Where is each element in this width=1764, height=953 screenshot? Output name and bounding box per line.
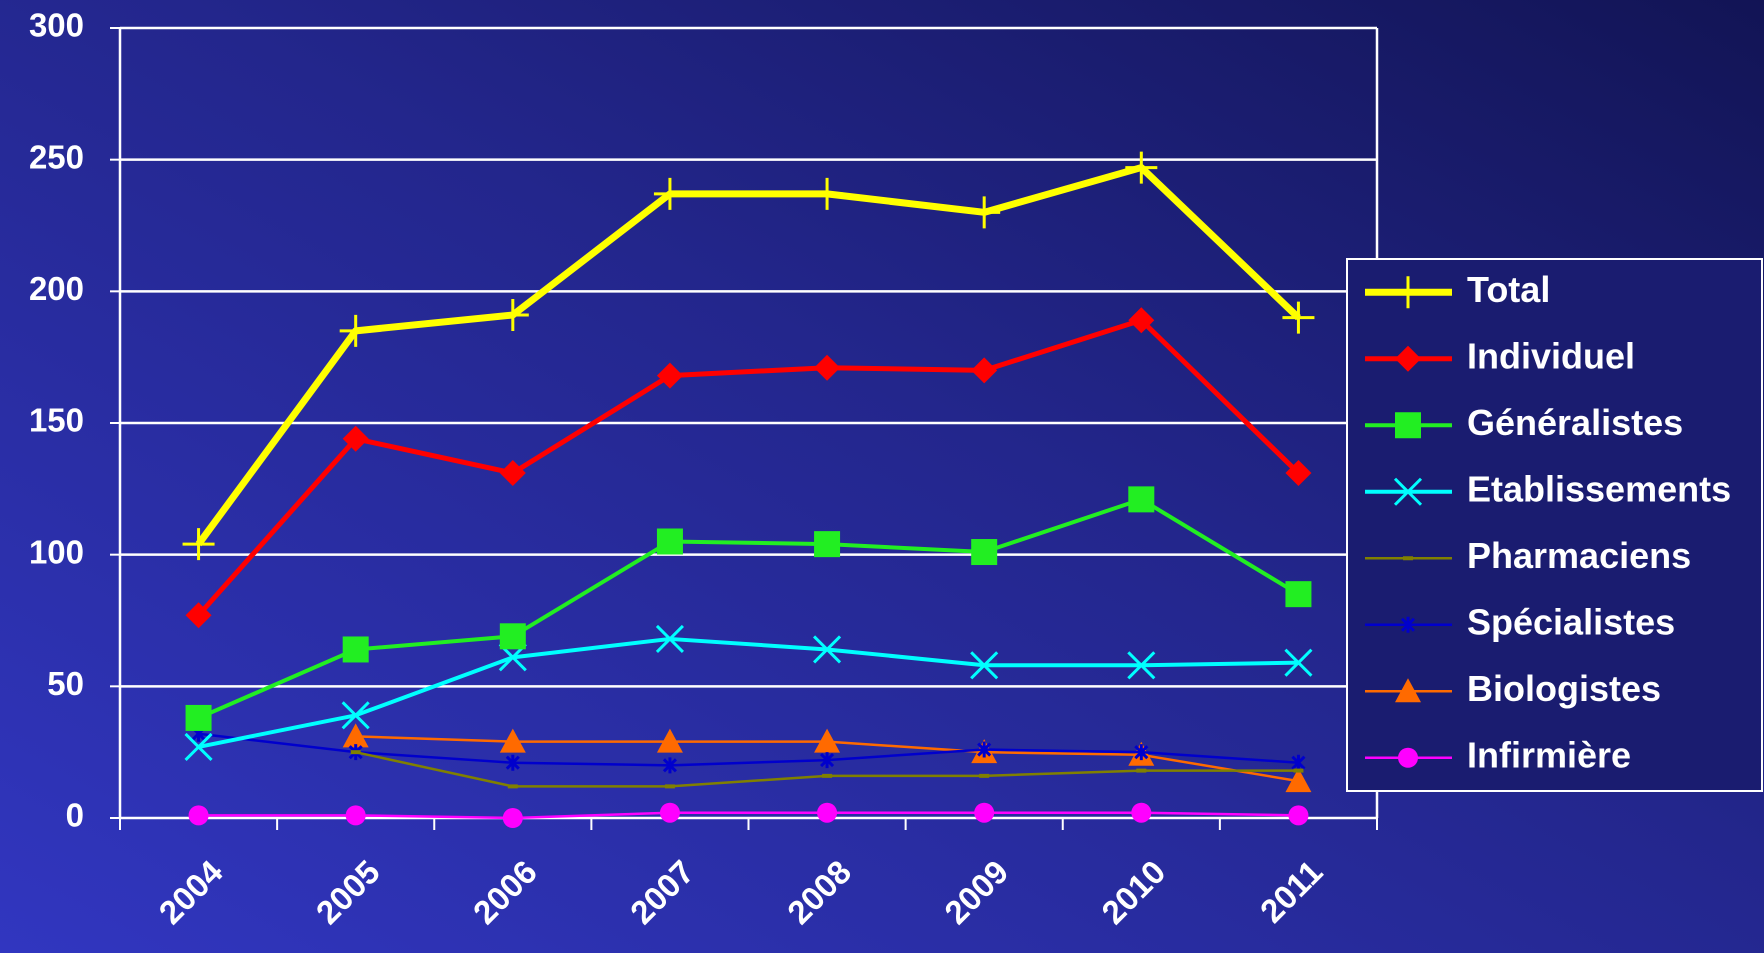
y-tick-label: 50: [47, 665, 84, 702]
legend-label: Biologistes: [1467, 668, 1661, 709]
legend-label: Total: [1467, 269, 1550, 310]
marker: [968, 196, 1001, 229]
marker: [1134, 744, 1149, 761]
marker: [1398, 747, 1418, 768]
marker: [656, 362, 683, 389]
marker: [1125, 151, 1158, 184]
marker: [655, 624, 684, 653]
marker: [813, 635, 842, 664]
marker: [970, 651, 999, 680]
marker: [184, 732, 213, 761]
marker: [1400, 616, 1416, 633]
marker: [974, 802, 995, 823]
marker: [820, 752, 835, 769]
marker: [341, 701, 370, 730]
marker: [1395, 412, 1421, 439]
marker: [342, 425, 369, 452]
marker: [1285, 460, 1312, 487]
y-tick-label: 150: [29, 402, 84, 439]
marker: [1285, 581, 1312, 608]
y-tick-label: 100: [29, 533, 84, 570]
marker: [811, 177, 844, 210]
marker: [342, 723, 369, 748]
series-line: [197, 497, 1300, 720]
marker: [185, 602, 212, 629]
marker: [505, 754, 520, 771]
marker: [1395, 678, 1421, 703]
marker: [342, 636, 369, 663]
y-tick-label: 0: [66, 797, 84, 834]
marker: [662, 757, 677, 774]
marker: [1392, 276, 1424, 309]
marker: [971, 539, 998, 566]
marker: [1282, 301, 1315, 334]
marker: [1131, 802, 1152, 823]
legend-label: Individuel: [1467, 335, 1635, 376]
marker: [814, 728, 841, 753]
marker: [1288, 805, 1309, 826]
marker: [182, 528, 215, 561]
marker: [817, 802, 838, 823]
series-line: [198, 811, 1299, 820]
series-line: [195, 164, 1301, 547]
marker: [1285, 768, 1312, 793]
series-line: [198, 732, 1299, 767]
marker: [814, 354, 841, 381]
marker: [1128, 486, 1155, 513]
y-tick-label: 200: [29, 270, 84, 307]
marker: [659, 802, 680, 823]
series-line: [196, 317, 1301, 617]
legend-label: Infirmière: [1467, 734, 1631, 775]
marker: [971, 357, 998, 384]
series-line: [198, 636, 1299, 749]
legend-box: [1346, 258, 1763, 792]
legend-label: Pharmaciens: [1467, 535, 1691, 576]
marker: [1127, 651, 1156, 680]
marker: [656, 528, 683, 555]
marker: [339, 314, 372, 347]
marker: [499, 728, 526, 753]
marker: [1393, 477, 1423, 506]
legend-label: Etablissements: [1467, 468, 1731, 509]
marker: [814, 531, 841, 558]
marker: [977, 741, 992, 758]
y-tick-label: 300: [29, 7, 84, 44]
marker: [656, 728, 683, 753]
marker: [499, 460, 526, 487]
marker: [502, 808, 523, 828]
marker: [345, 805, 366, 826]
marker: [1128, 307, 1155, 334]
y-tick-label: 250: [29, 138, 84, 175]
marker: [1395, 345, 1421, 372]
marker: [496, 299, 529, 332]
marker: [185, 704, 212, 731]
marker: [188, 805, 209, 826]
marker: [499, 623, 526, 650]
legend-label: Généralistes: [1467, 402, 1683, 443]
marker: [653, 177, 686, 210]
marker: [1291, 754, 1306, 771]
legend-label: Spécialistes: [1467, 601, 1675, 642]
marker: [1284, 648, 1313, 677]
